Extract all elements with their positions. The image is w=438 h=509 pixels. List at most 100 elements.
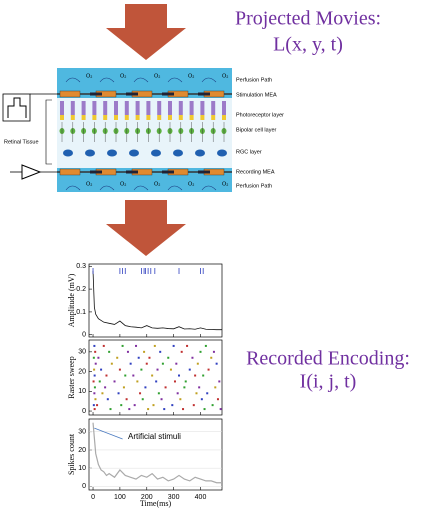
flow-arrow	[133, 185, 149, 191]
flow-arrow	[99, 77, 115, 83]
spike-dot	[160, 398, 163, 401]
spike-dot	[215, 362, 218, 365]
x-tick-label: 100	[114, 494, 126, 501]
electrode	[59, 90, 81, 98]
electrode	[59, 168, 81, 176]
y-tick-label: 0.1	[76, 309, 86, 316]
spike-dot	[195, 392, 198, 395]
flow-arrow	[133, 77, 149, 83]
spike-dot	[137, 356, 140, 359]
rgc	[195, 149, 205, 157]
spike-dot	[180, 350, 183, 353]
spike-dot	[145, 362, 148, 365]
spike-dot	[159, 350, 162, 353]
layer-label: Recording MEA	[236, 169, 275, 175]
photoreceptor	[81, 101, 86, 115]
flow-arrow	[201, 185, 217, 191]
photoreceptor	[70, 101, 75, 115]
rgc	[151, 149, 161, 157]
spike-dot	[184, 380, 187, 383]
y-axis-label: Raster sweep	[67, 356, 76, 398]
spike-dot	[182, 408, 185, 411]
photoreceptor-base	[70, 115, 75, 120]
spike-dot	[175, 362, 178, 365]
amplitude-trace	[92, 270, 222, 331]
electrode-dark	[162, 92, 174, 96]
photoreceptor	[114, 101, 118, 115]
photoreceptor	[103, 101, 108, 115]
spike-dot	[169, 368, 172, 371]
spike-dot	[125, 398, 128, 401]
flow-arrow	[167, 77, 183, 83]
photoreceptor	[92, 101, 97, 115]
photoreceptor	[211, 101, 216, 115]
photoreceptor	[189, 101, 194, 115]
spike-dot	[94, 350, 97, 353]
spike-dot	[120, 404, 123, 407]
photoreceptor-base	[200, 115, 205, 120]
spike-dot	[94, 362, 97, 365]
x-tick-label: 200	[141, 494, 153, 501]
spike-dot	[196, 362, 199, 365]
spike-dot	[151, 374, 154, 377]
stimulus-line	[94, 427, 123, 440]
photoreceptor	[124, 101, 129, 115]
spike-dot	[161, 362, 164, 365]
spike-dot	[92, 380, 95, 383]
spike-dot	[106, 398, 109, 401]
bottom-formula: I(i, j, t)	[300, 371, 357, 393]
spike-dot	[194, 374, 197, 377]
spike-dot	[214, 386, 217, 389]
spike-dot	[199, 350, 202, 353]
spike-dot	[92, 404, 95, 407]
photoreceptor	[168, 101, 172, 115]
spike-dot	[173, 380, 176, 383]
x-tick-label: 300	[168, 494, 180, 501]
spike-dot	[188, 368, 191, 371]
photoreceptor-base	[189, 115, 194, 120]
spike-dot	[96, 404, 99, 407]
spike-dot	[93, 408, 96, 411]
tissue-label: Retinal Tissue	[4, 139, 39, 145]
pulse-icon	[7, 97, 27, 118]
y-tick-label: 30	[78, 349, 86, 356]
oxygen-label: O₂	[222, 73, 228, 79]
bottom-title: Recorded Encoding:	[246, 348, 410, 370]
spike-dot	[118, 368, 121, 371]
spike-dot	[183, 386, 186, 389]
spike-dot	[126, 350, 129, 353]
electrode-dark	[90, 92, 102, 96]
arrow	[106, 4, 186, 60]
spike-dot	[110, 362, 113, 365]
layer-label: Stimulation MEA	[236, 92, 277, 98]
oxygen-label: O₂	[154, 181, 160, 187]
spike-dot	[179, 398, 182, 401]
y-tick-label: 10	[78, 465, 86, 472]
spike-dot	[128, 408, 131, 411]
spike-dot	[207, 368, 210, 371]
oxygen-label: O₂	[86, 73, 92, 79]
oxygen-label: O₂	[188, 73, 194, 79]
spike-dot	[129, 362, 132, 365]
spike-dot	[104, 386, 107, 389]
spike-dot	[200, 398, 203, 401]
y-tick-label: 0.2	[76, 286, 86, 293]
spike-dot	[203, 408, 206, 411]
photoreceptor-base	[222, 115, 226, 120]
y-tick-label: 10	[78, 388, 86, 395]
spike-dot	[202, 374, 205, 377]
photoreceptor	[135, 101, 140, 115]
spike-dot	[97, 356, 100, 359]
top-formula: L(x, y, t)	[273, 34, 343, 56]
electrode-dark	[126, 92, 138, 96]
flow-arrow	[65, 185, 81, 191]
spike-dot	[171, 404, 174, 407]
spike-dot	[148, 356, 151, 359]
photoreceptor-base	[60, 115, 64, 120]
y-tick-label: 0	[82, 332, 86, 339]
spike-dot	[164, 386, 167, 389]
spike-dot	[98, 380, 101, 383]
spike-dot	[172, 344, 175, 347]
photoreceptor-base	[211, 115, 216, 120]
